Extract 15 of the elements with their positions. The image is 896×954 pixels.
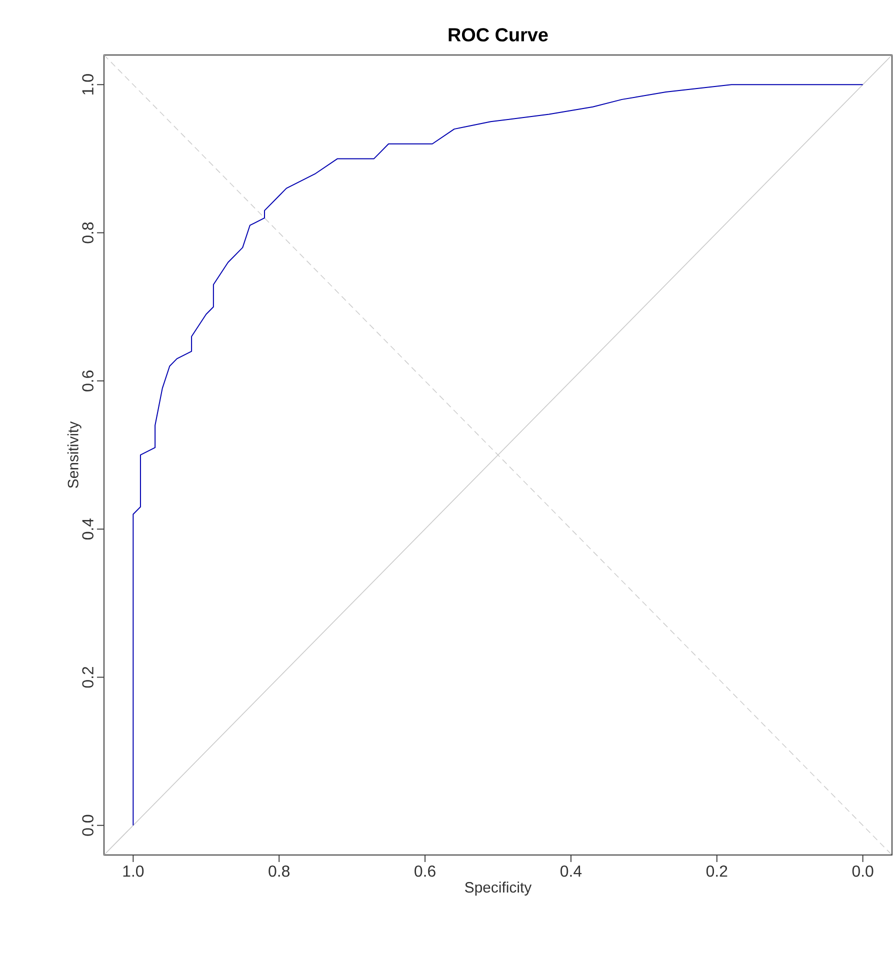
y-tick-label: 0.0 [82,814,94,836]
x-tick-label: 0.2 [706,866,728,877]
x-tick-label: 1.0 [123,866,144,877]
x-tick-label: 0.0 [852,866,874,877]
x-axis-title: Specificity [465,882,532,896]
y-tick-label: 0.2 [82,666,94,688]
y-tick-label: 0.6 [82,370,94,392]
y-tick-label: 0.4 [82,518,94,540]
y-tick-label: 1.0 [82,74,94,94]
x-tick-label: 0.8 [268,866,290,877]
chart-title: ROC Curve [448,28,548,42]
y-tick-label: 0.8 [82,222,94,244]
x-tick-label: 0.4 [560,866,582,877]
x-tick-label: 0.6 [414,866,436,877]
y-axis-title: Sensitivity [67,421,82,488]
